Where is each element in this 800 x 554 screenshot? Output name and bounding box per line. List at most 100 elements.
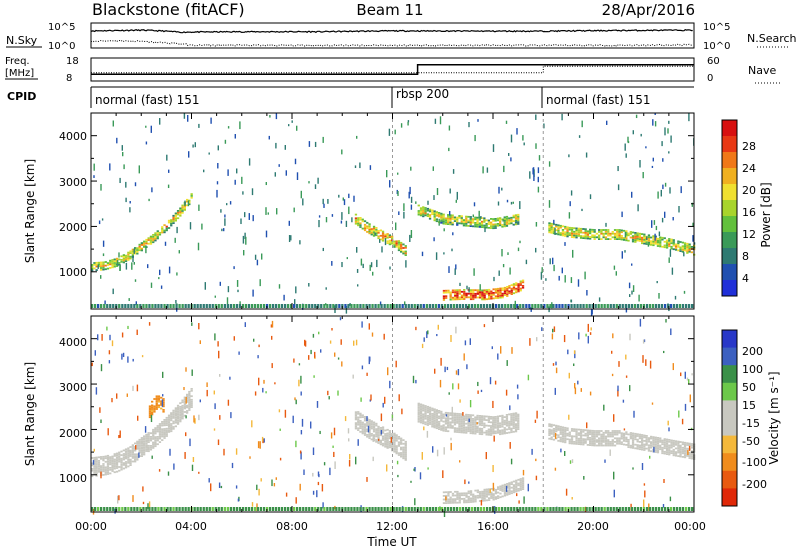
cell [674, 442, 678, 444]
cell [488, 491, 491, 494]
cell [679, 241, 682, 243]
cell [638, 441, 641, 443]
speckle [683, 290, 686, 294]
cell [593, 231, 596, 233]
cell [510, 293, 513, 295]
cell [381, 431, 385, 434]
cell [631, 439, 635, 442]
cell [190, 406, 193, 408]
cell [490, 297, 493, 300]
cell [497, 488, 500, 490]
cell [506, 493, 509, 496]
speckle [274, 382, 276, 385]
cell [521, 477, 525, 480]
cell [492, 227, 495, 230]
cell [140, 247, 143, 250]
cell [665, 440, 669, 443]
strip-cell [184, 507, 187, 511]
speckle [322, 247, 324, 252]
cell [505, 215, 509, 218]
cell [354, 411, 358, 414]
strip-cell [413, 304, 416, 308]
speckle [217, 341, 219, 347]
strip-cell [561, 304, 564, 308]
cell [424, 421, 427, 424]
cell [602, 433, 605, 436]
cell [490, 223, 493, 226]
cell [505, 414, 509, 416]
cell [634, 237, 637, 240]
cell [552, 438, 556, 441]
beam-title: Beam 11 [356, 1, 423, 19]
cpid-segment-3: normal (fast) 151 [546, 93, 650, 107]
cell [652, 445, 655, 448]
speckle [457, 369, 460, 376]
cell [512, 220, 515, 222]
speckle [436, 449, 439, 457]
cell [552, 227, 556, 229]
cell [145, 437, 148, 440]
cell [686, 252, 689, 254]
cell [397, 441, 401, 444]
cell [467, 497, 470, 500]
cell [688, 250, 691, 253]
speckle [353, 195, 355, 202]
speckle [572, 249, 574, 258]
cell [419, 408, 423, 411]
speckle [166, 154, 168, 161]
cell [467, 225, 470, 227]
cell [153, 407, 156, 409]
cell [478, 294, 482, 297]
cell [386, 233, 389, 235]
cell [134, 460, 137, 463]
speckle [158, 277, 160, 280]
strip-cell [305, 507, 308, 511]
strip-cell [455, 304, 459, 308]
cell [564, 235, 567, 237]
cell [665, 246, 669, 249]
cell [566, 427, 569, 430]
cell [510, 492, 513, 495]
cell [564, 437, 567, 440]
cell [496, 217, 500, 220]
cell [174, 216, 177, 218]
speckle [434, 118, 437, 124]
cell [512, 421, 515, 424]
cell [548, 226, 551, 228]
speckle [516, 493, 518, 497]
cell [190, 196, 193, 199]
cell [361, 432, 364, 435]
speckle [627, 141, 630, 144]
strip-cell [226, 304, 229, 308]
cell [366, 227, 369, 230]
strip-cell [458, 304, 462, 308]
cell [165, 427, 168, 430]
cell [174, 414, 177, 417]
cell [138, 249, 141, 252]
cell [483, 499, 486, 502]
cell [636, 440, 639, 443]
cell [575, 227, 578, 230]
cell [561, 428, 565, 430]
speckle [477, 390, 479, 394]
cell [503, 423, 506, 426]
speckle [150, 414, 153, 423]
cell [659, 236, 662, 239]
velocity-cbar-tick-100: 100 [742, 363, 763, 376]
cell [573, 441, 576, 443]
cell [152, 434, 155, 437]
speckle [581, 208, 583, 212]
cell [494, 423, 497, 426]
speckle [639, 160, 641, 168]
cell [454, 501, 457, 504]
cell [595, 236, 599, 239]
speckle [463, 353, 465, 361]
cell [424, 210, 427, 213]
cell [174, 416, 177, 419]
cell [555, 232, 558, 235]
cell [424, 208, 427, 211]
cell [503, 419, 506, 422]
strip-cell [112, 507, 115, 511]
cell [131, 444, 134, 447]
speckle [414, 467, 416, 472]
